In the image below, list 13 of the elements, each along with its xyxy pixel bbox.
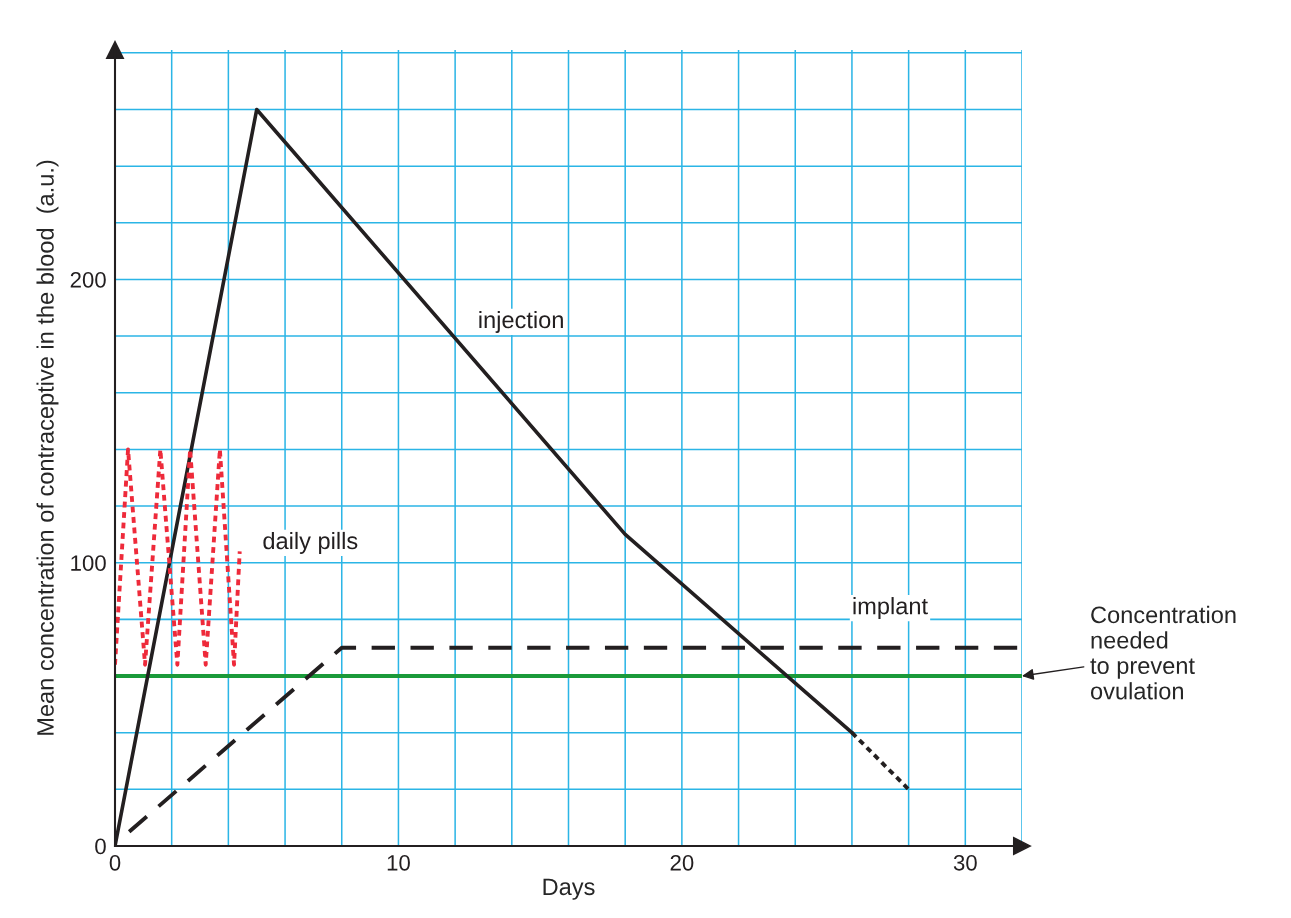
x-tick-label: 20 [670,854,694,871]
ref-line-label: Concentration needed to prevent ovulation [1090,605,1236,700]
series-label: implant [853,597,928,620]
y-tick-label: 200 [70,271,106,288]
series-label: injection [479,310,563,333]
y-tick-label: 100 [71,555,106,571]
x-axis-title: Days [543,878,595,900]
x-tick-label: 30 [953,854,977,871]
x-tick-label: 10 [387,854,410,871]
y-axis-title: Mean concentration of contraceptive in the blood (a.u.) [36,160,59,735]
series-label: daily pills [263,531,358,554]
x-tick-label: 0 [109,854,121,871]
y-tick-label: 0 [95,838,106,855]
